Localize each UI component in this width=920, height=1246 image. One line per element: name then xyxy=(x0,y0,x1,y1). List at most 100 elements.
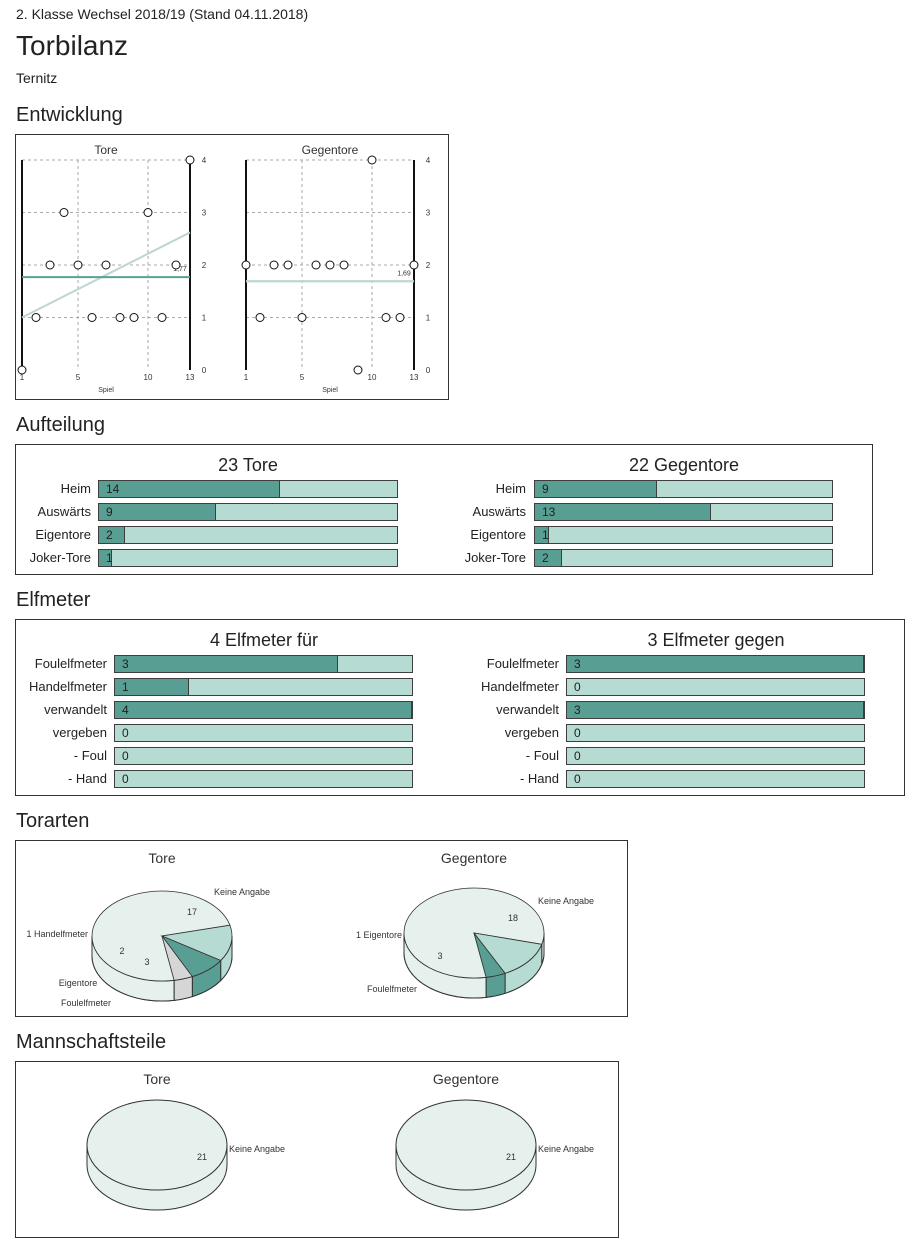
pie-slice xyxy=(395,1099,537,1191)
y-tick-label: 1 xyxy=(202,314,207,323)
chart-title: Tore xyxy=(94,143,118,157)
bar-fill xyxy=(99,527,125,543)
section-title-aufteilung: Aufteilung xyxy=(16,414,105,436)
bar-value-label: 9 xyxy=(542,482,549,496)
bar-track: 13 xyxy=(534,503,833,521)
aufteilung-panel: 23 Tore Heim 14 Auswärts 9 Eigentore 2 Joker-T… xyxy=(15,444,873,575)
pie-slice xyxy=(160,924,233,962)
pie-slice xyxy=(473,932,506,978)
bar-track: 2 xyxy=(534,549,833,567)
bar-track: 14 xyxy=(98,480,398,498)
bar-value-label: 1 xyxy=(122,680,129,694)
elfmeter-fuer-title: 4 Elfmeter für xyxy=(209,630,319,650)
bar-value-label: 9 xyxy=(106,505,113,519)
bar-track: 0 xyxy=(114,770,413,788)
bar-fill xyxy=(115,679,190,695)
data-point xyxy=(143,208,153,217)
bar-track: 0 xyxy=(566,678,865,696)
x-tick-label: 5 xyxy=(300,373,305,382)
bar-track: 1 xyxy=(98,549,398,567)
bar-track: 3 xyxy=(566,655,865,673)
data-point xyxy=(45,260,55,270)
bar-category-label: - Foul xyxy=(73,748,107,763)
bar-category-label: Joker-Tore xyxy=(29,550,91,565)
bar-track: 3 xyxy=(114,655,413,673)
bar-value-label: 2 xyxy=(542,551,549,565)
bar-value-label: 3 xyxy=(122,657,129,671)
elfmeter-panel: 4 Elfmeter für Foulelfmeter 3 Handelfmeter… xyxy=(15,619,905,796)
x-axis-label: Spiel xyxy=(98,387,114,394)
pie-title: Gegentore xyxy=(441,850,507,866)
data-point xyxy=(59,208,69,217)
x-tick-label: 1 xyxy=(20,373,25,382)
x-tick-label: 13 xyxy=(186,373,195,382)
bar-category-label: Auswärts xyxy=(37,504,91,519)
pie-value-label: 17 xyxy=(187,907,197,917)
data-point xyxy=(157,313,167,322)
bar-category-label: - Hand xyxy=(519,771,559,786)
bar-fill xyxy=(535,504,711,520)
section-title-entwicklung: Entwicklung xyxy=(16,104,123,126)
pie-slice-label: 1 Handelfmeter xyxy=(26,929,88,939)
pie-chart: Gegentore Keine Angabe 18 Foulelfmeter 3 1 Ei… xyxy=(356,850,594,999)
data-point xyxy=(101,260,111,270)
section-title-torarten: Torarten xyxy=(16,810,90,832)
trend-line xyxy=(21,231,191,319)
mannschaftsteile-panel: Tore Keine Angabe 21 Gegentore Keine Angabe 2… xyxy=(15,1061,619,1238)
team-name: Ternitz xyxy=(16,70,58,86)
pie-chart: Tore Keine Angabe 17 Foulelfmeter 3 Eigentore… xyxy=(26,850,270,1008)
data-point xyxy=(339,260,349,270)
bar-category-label: Heim xyxy=(60,481,91,496)
entwicklung-chart-gegentore: Gegentore 0 1 2 3 4 1 5 10 13 Spiel 1,69 xyxy=(241,143,431,394)
bar-fill xyxy=(115,702,412,718)
bar-category-label: Joker-Tore xyxy=(464,550,526,565)
y-tick-label: 0 xyxy=(426,366,431,375)
data-point xyxy=(31,313,41,322)
bar-track: 1 xyxy=(114,678,413,696)
bar-track: 9 xyxy=(98,503,398,521)
pie-slice-label: Keine Angabe xyxy=(214,887,270,897)
bar-category-label: verwandelt xyxy=(44,702,107,717)
bar-fill xyxy=(99,504,216,520)
pie-value-label: 3 xyxy=(144,957,149,967)
bar-track: 0 xyxy=(566,724,865,742)
data-point xyxy=(115,313,125,322)
pie-value-label: 21 xyxy=(197,1152,207,1162)
aufteilung-tore-title: 23 Tore xyxy=(218,455,278,475)
pie-slice-label: Keine Angabe xyxy=(538,1144,594,1154)
torarten-charts: Tore Keine Angabe 17 Foulelfmeter 3 Eigentore… xyxy=(26,850,594,1008)
elfmeter-gegen-title: 3 Elfmeter gegen xyxy=(647,630,785,650)
y-tick-label: 2 xyxy=(426,261,431,270)
bar-category-label: - Foul xyxy=(525,748,559,763)
data-point xyxy=(241,260,251,270)
pie-title: Tore xyxy=(143,1071,170,1087)
y-tick-label: 4 xyxy=(202,156,207,165)
data-point xyxy=(297,313,307,322)
bar-fill xyxy=(99,550,112,566)
y-tick-label: 1 xyxy=(426,314,431,323)
pie-value-label: 2 xyxy=(119,946,124,956)
bar-category-label: Heim xyxy=(495,481,526,496)
bar-value-label: 3 xyxy=(574,703,581,717)
bar-value-label: 4 xyxy=(122,703,129,717)
bar-value-label: 0 xyxy=(574,680,581,694)
y-tick-label: 0 xyxy=(202,366,207,375)
x-tick-label: 1 xyxy=(244,373,249,382)
y-tick-label: 2 xyxy=(202,261,207,270)
bar-category-label: verwandelt xyxy=(496,702,559,717)
pie-slice xyxy=(86,1099,228,1191)
pie-slice-label: Foulelfmeter xyxy=(61,998,111,1008)
data-point xyxy=(73,260,83,270)
page-title: Torbilanz xyxy=(16,30,129,61)
x-axis-label: Spiel xyxy=(322,387,338,394)
bar-track: 0 xyxy=(114,724,413,742)
bar-value-label: 13 xyxy=(542,505,556,519)
bar-value-label: 1 xyxy=(106,551,113,565)
x-tick-label: 13 xyxy=(410,373,419,382)
bar-value-label: 0 xyxy=(122,772,129,786)
pie-slice-label: 1 Eigentore xyxy=(356,930,402,940)
bar-fill xyxy=(567,656,864,672)
y-tick-label: 3 xyxy=(426,209,431,218)
pie-title: Tore xyxy=(148,850,175,866)
bar-value-label: 0 xyxy=(122,726,129,740)
